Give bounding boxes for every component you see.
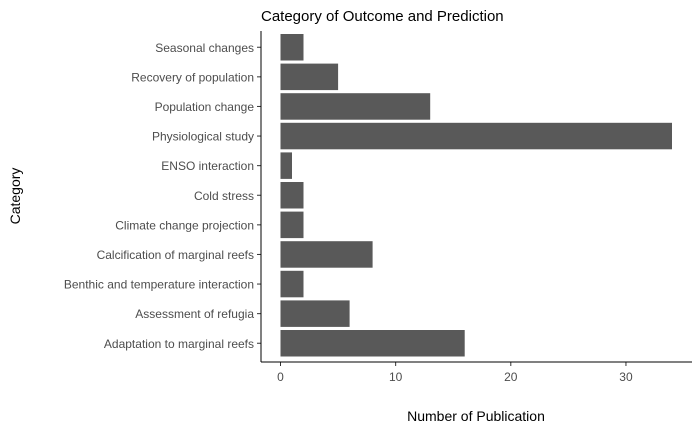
bar <box>280 93 431 120</box>
category-label: Benthic and temperature interaction <box>64 278 254 292</box>
bar <box>280 300 350 327</box>
y-axis-title: Category <box>7 168 23 225</box>
category-label: Calcification of marginal reefs <box>97 248 254 262</box>
bar <box>280 241 373 268</box>
category-label: Cold stress <box>194 189 254 203</box>
category-label: Population change <box>155 100 255 114</box>
bar <box>280 182 304 209</box>
category-label: Climate change projection <box>115 218 254 232</box>
x-axis-title: Number of Publication <box>407 408 545 424</box>
category-label: Adaptation to marginal reefs <box>104 337 254 351</box>
category-label: Recovery of population <box>131 70 254 84</box>
bar <box>280 270 304 298</box>
bar <box>280 152 292 179</box>
bar <box>280 34 304 61</box>
bar <box>280 63 339 91</box>
chart-title: Category of Outcome and Prediction <box>261 8 504 25</box>
category-labels-group: Seasonal changes Recovery of population Po… <box>64 41 261 351</box>
x-tick-label: 30 <box>619 370 633 384</box>
category-label: ENSO interaction <box>161 159 254 173</box>
bar <box>280 211 304 239</box>
bar <box>280 122 672 150</box>
x-tick-label: 0 <box>277 370 284 384</box>
x-ticks-group: 0 10 20 30 <box>277 362 633 384</box>
x-tick-label: 20 <box>504 370 518 384</box>
x-tick-label: 10 <box>389 370 403 384</box>
bars-group <box>280 34 672 357</box>
category-label: Physiological study <box>152 130 254 144</box>
category-label: Assessment of refugia <box>135 307 254 321</box>
bar <box>280 330 465 357</box>
category-label: Seasonal changes <box>155 41 254 55</box>
